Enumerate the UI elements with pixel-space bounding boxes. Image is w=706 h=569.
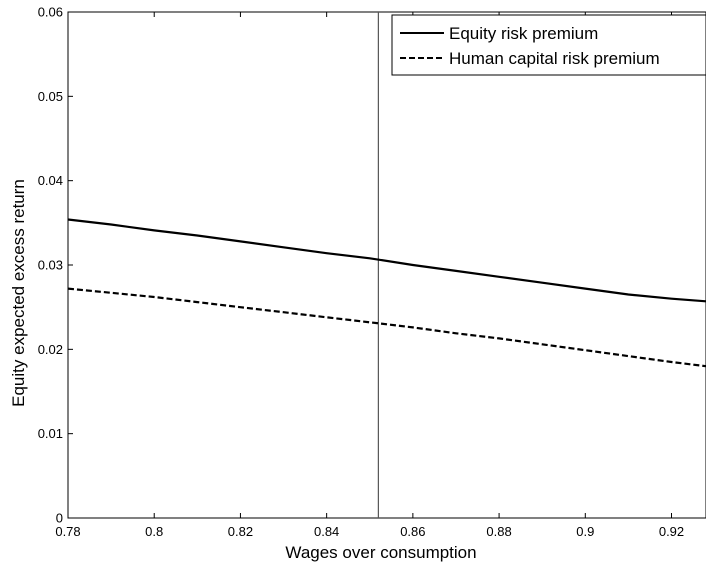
y-tick-label: 0.05 <box>38 89 63 104</box>
y-axis-title: Equity expected excess return <box>9 179 28 407</box>
series-line-human-capital-risk-premium <box>67 287 706 368</box>
ticks-layer: 0.78 0.8 0.82 0.84 0.86 0.88 0.9 0.92 0 0.01 0.02 0… <box>38 5 684 540</box>
x-tick-label: 0.78 <box>55 524 80 539</box>
x-tick-label: 0.88 <box>486 524 511 539</box>
plot-frame <box>67 11 706 519</box>
y-tick-label: 0.01 <box>38 426 63 441</box>
x-tick-label: 0.92 <box>659 524 684 539</box>
y-tick-label: 0.03 <box>38 258 63 273</box>
legend-box <box>391 14 706 76</box>
x-tick-label: 0.9 <box>576 524 594 539</box>
x-tick-label: 0.84 <box>314 524 339 539</box>
plot-area <box>67 11 706 519</box>
y-tick-label: 0.02 <box>38 342 63 357</box>
y-tick-label: 0 <box>56 511 63 526</box>
x-tick-label: 0.8 <box>145 524 163 539</box>
y-tick-label: 0.06 <box>38 5 63 20</box>
legend: Equity risk premium Human capital risk pr… <box>391 14 706 76</box>
legend-label: Human capital risk premium <box>449 49 660 68</box>
y-tick-label: 0.04 <box>38 173 63 188</box>
legend-label: Equity risk premium <box>449 24 598 43</box>
x-axis-title: Wages over consumption <box>285 543 476 562</box>
series-line-equity-risk-premium <box>67 218 706 303</box>
x-tick-label: 0.86 <box>400 524 425 539</box>
series-layer <box>67 218 706 368</box>
x-tick-label: 0.82 <box>228 524 253 539</box>
